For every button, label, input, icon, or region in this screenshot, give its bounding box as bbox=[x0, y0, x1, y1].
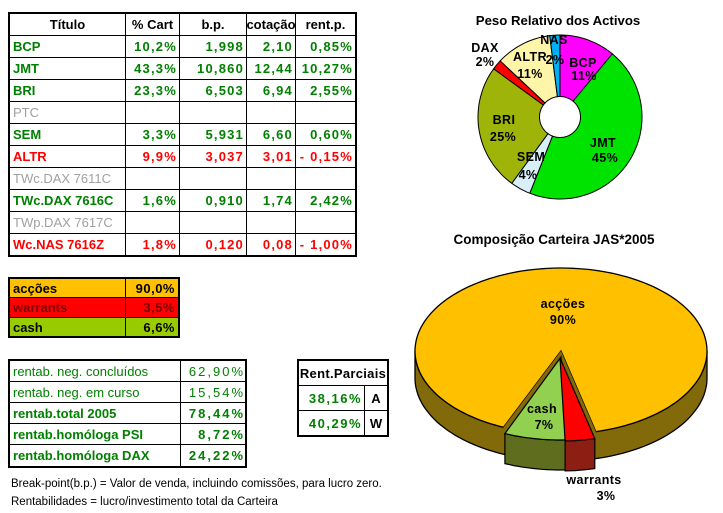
svg-text:2%: 2% bbox=[476, 55, 495, 69]
svg-text:11%: 11% bbox=[517, 67, 543, 81]
svg-text:BRI: BRI bbox=[493, 113, 516, 127]
svg-text:Composição Carteira JAS*2005: Composição Carteira JAS*2005 bbox=[453, 232, 655, 247]
svg-text:Peso Relativo dos Activos: Peso Relativo dos Activos bbox=[476, 13, 640, 28]
svg-text:warrants: warrants bbox=[565, 473, 621, 487]
svg-text:DAX: DAX bbox=[471, 41, 499, 55]
svg-text:SEM: SEM bbox=[517, 150, 545, 164]
svg-text:cash: cash bbox=[527, 402, 557, 416]
svg-text:90%: 90% bbox=[550, 313, 576, 327]
svg-text:ALTR: ALTR bbox=[513, 50, 547, 64]
svg-text:BCP: BCP bbox=[569, 56, 597, 70]
svg-text:NAS: NAS bbox=[540, 33, 568, 47]
svg-text:7%: 7% bbox=[535, 418, 554, 432]
svg-text:JMT: JMT bbox=[590, 136, 616, 150]
svg-text:11%: 11% bbox=[571, 69, 597, 83]
svg-text:acções: acções bbox=[541, 297, 586, 311]
svg-text:25%: 25% bbox=[490, 130, 516, 144]
svg-text:45%: 45% bbox=[592, 151, 618, 165]
svg-text:4%: 4% bbox=[519, 168, 538, 182]
svg-text:2%: 2% bbox=[546, 53, 565, 67]
svg-text:3%: 3% bbox=[597, 489, 616, 503]
